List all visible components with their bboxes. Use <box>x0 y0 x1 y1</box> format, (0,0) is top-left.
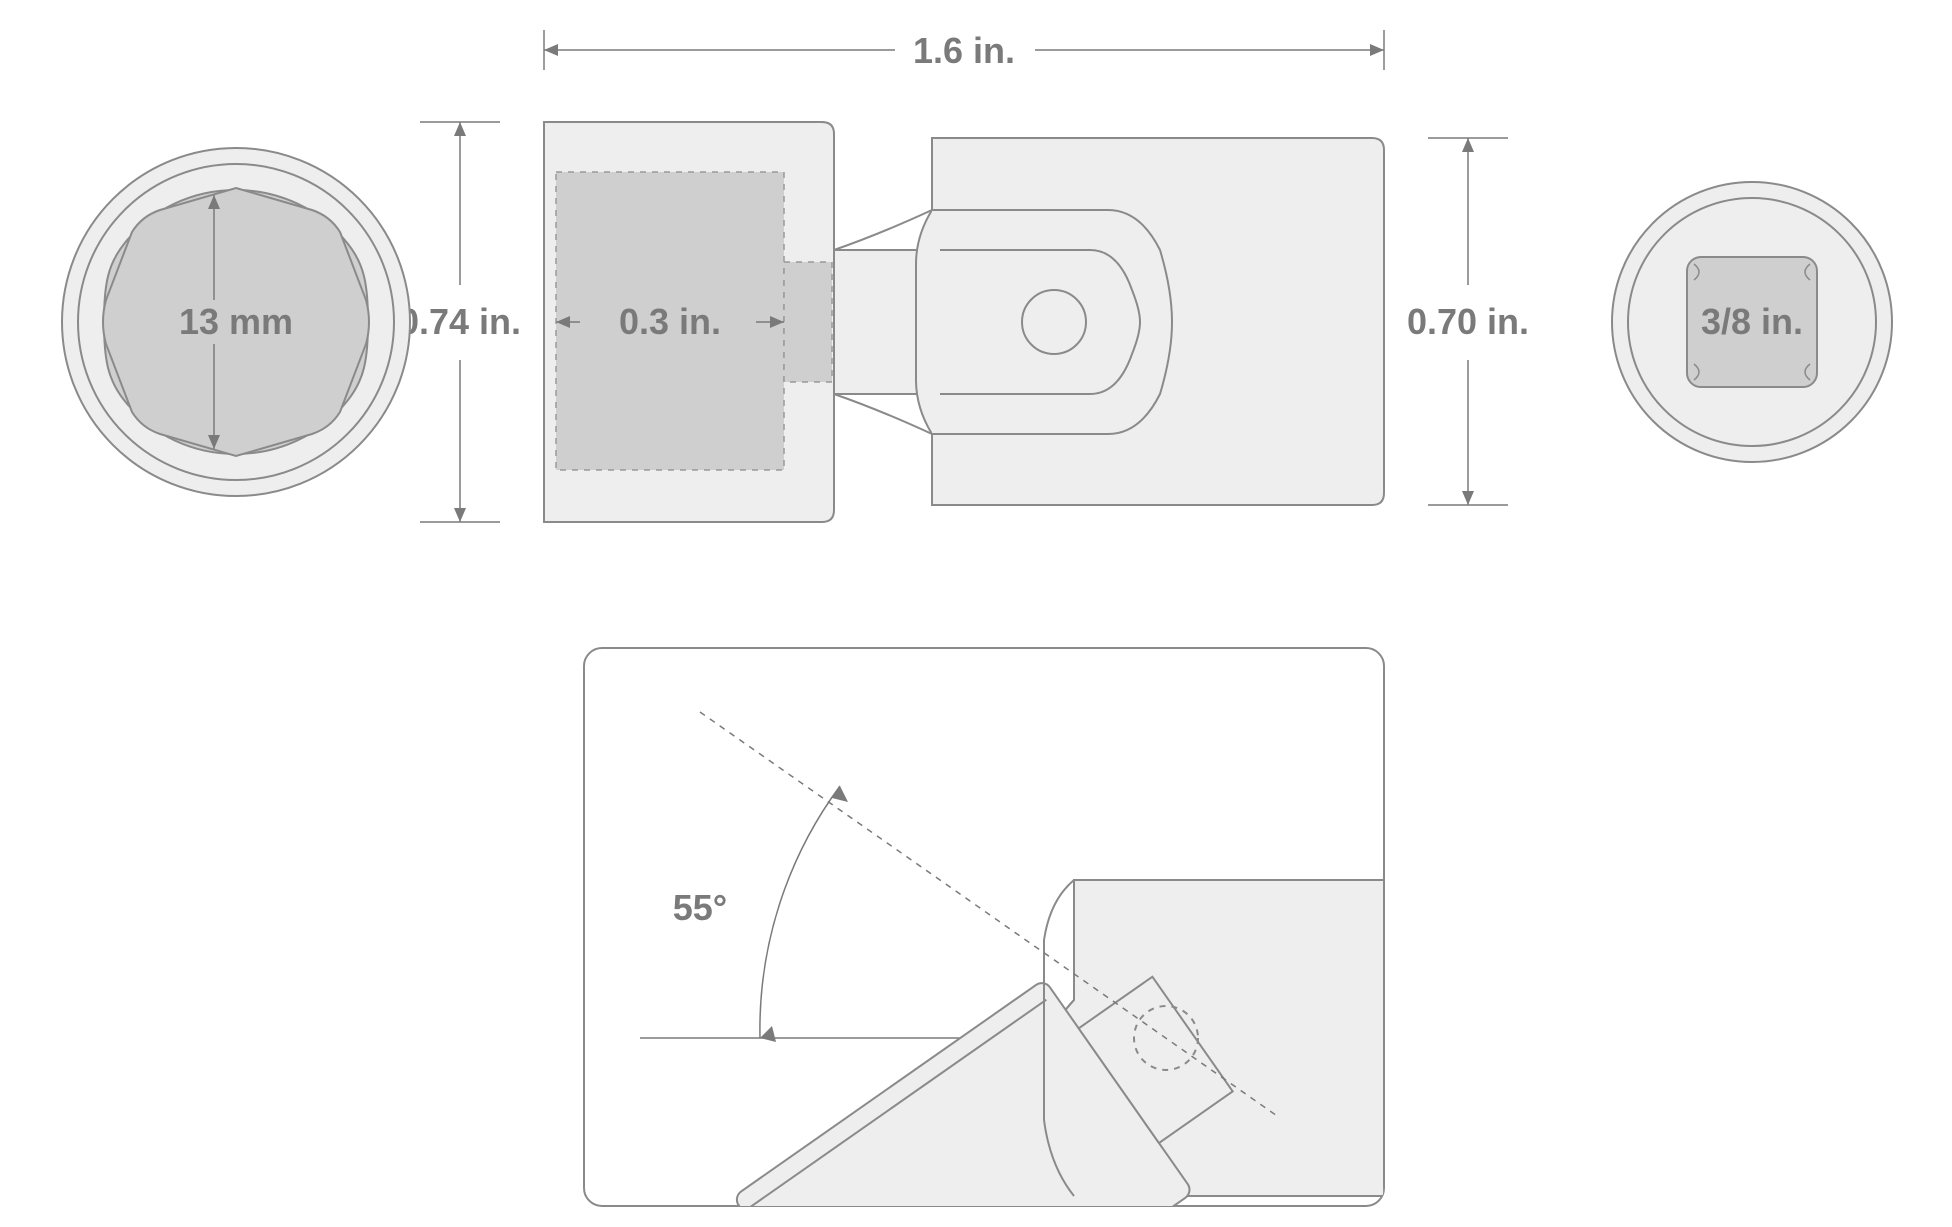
length-total-label: 1.6 in. <box>913 30 1015 71</box>
dim-drive-height: 0.70 in. <box>1407 138 1529 505</box>
hex-end-view: 13 mm <box>62 148 410 496</box>
angle-label: 55° <box>673 887 727 928</box>
pivot-pin <box>1022 290 1086 354</box>
dim-length-total: 1.6 in. <box>544 30 1384 71</box>
bore-depth-label: 0.3 in. <box>619 301 721 342</box>
drive-height-label: 0.70 in. <box>1407 301 1529 342</box>
dim-body-height: 0.74 in. <box>399 122 521 522</box>
diagram-canvas: 1.6 in. 0.74 in. 0.70 in. 13 mm <box>0 0 1952 1227</box>
diagram-svg: 1.6 in. 0.74 in. 0.70 in. 13 mm <box>0 0 1952 1227</box>
body-height-label: 0.74 in. <box>399 301 521 342</box>
drive-size-label: 3/8 in. <box>1701 301 1803 342</box>
side-view: 0.3 in. <box>544 122 1384 522</box>
drive-end-view: 3/8 in. <box>1612 182 1892 462</box>
angle-view-panel: 55° <box>584 648 1384 1227</box>
hex-size-label: 13 mm <box>179 301 293 342</box>
